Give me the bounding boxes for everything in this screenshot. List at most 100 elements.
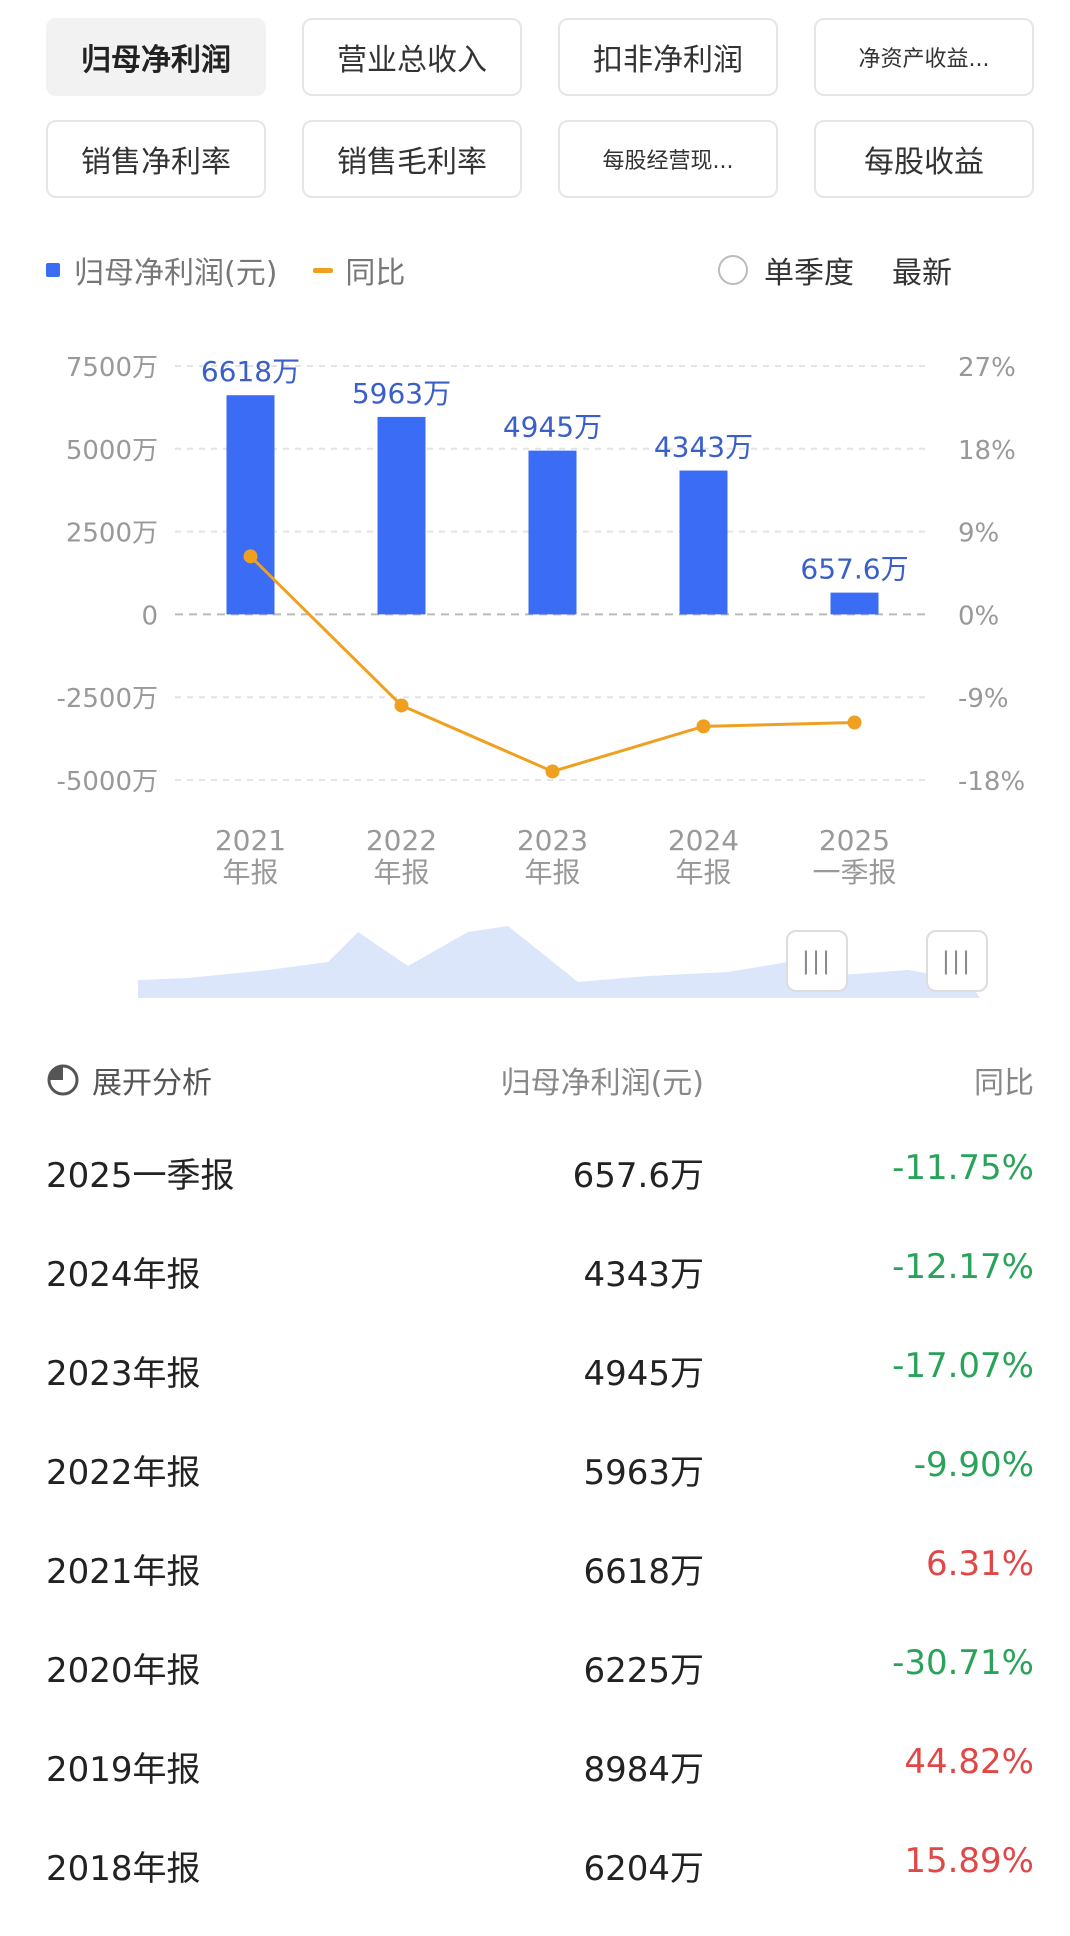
yoy-cell: 44.82% bbox=[904, 1742, 1034, 1782]
range-end-grip-icon: ||| bbox=[941, 947, 973, 975]
pie-chart-icon bbox=[47, 1064, 79, 1096]
right-axis-tick-label: 9% bbox=[958, 519, 999, 549]
yoy-cell: -12.17% bbox=[892, 1247, 1034, 1287]
right-axis-tick-label: -18% bbox=[958, 767, 1025, 797]
period-cell: 2020年报 bbox=[46, 1651, 201, 1691]
range-start-handle[interactable]: ||| bbox=[786, 930, 848, 992]
left-axis-tick-label: 5000万 bbox=[66, 436, 158, 466]
bar bbox=[830, 592, 879, 615]
tab-eps[interactable]: 每股收益 bbox=[814, 120, 1034, 198]
value-cell: 6204万 bbox=[583, 1849, 704, 1889]
period-cell: 2024年报 bbox=[46, 1255, 201, 1295]
value-cell: 657.6万 bbox=[572, 1156, 704, 1196]
yoy-line-series bbox=[243, 549, 862, 779]
tab-gross-margin[interactable]: 销售毛利率 bbox=[302, 120, 522, 198]
yoy-point bbox=[847, 715, 862, 730]
left-axis-tick-label: -2500万 bbox=[56, 684, 158, 714]
bar-value-label: 5963万 bbox=[352, 377, 451, 410]
expand-analysis-label: 展开分析 bbox=[92, 1066, 212, 1101]
value-cell: 4343万 bbox=[583, 1255, 704, 1295]
value-cell: 5963万 bbox=[583, 1453, 704, 1493]
tab-parent-net-profit[interactable]: 归母净利润 bbox=[46, 18, 266, 96]
table-row[interactable]: 2020年报 6225万 -30.71% bbox=[46, 1629, 1034, 1727]
left-axis-tick-label: 0 bbox=[141, 601, 158, 631]
period-cell: 2021年报 bbox=[46, 1552, 201, 1592]
value-cell: 8984万 bbox=[583, 1750, 704, 1790]
x-axis-tick-label: 一季报 bbox=[812, 856, 896, 889]
bar-legend-swatch bbox=[46, 263, 60, 277]
yoy-cell: -11.75% bbox=[892, 1148, 1034, 1188]
tab-net-margin[interactable]: 销售净利率 bbox=[46, 120, 266, 198]
table-row[interactable]: 2019年报 8984万 44.82% bbox=[46, 1728, 1034, 1826]
range-start-grip-icon: ||| bbox=[801, 947, 833, 975]
bar-value-label: 6618万 bbox=[201, 355, 300, 388]
x-axis-tick-label: 年报 bbox=[373, 856, 429, 889]
yoy-cell: 6.31% bbox=[925, 1544, 1034, 1584]
bar bbox=[377, 416, 426, 615]
value-column-header: 归母净利润(元) bbox=[500, 1066, 704, 1101]
value-cell: 6225万 bbox=[583, 1651, 704, 1691]
range-end-handle[interactable]: ||| bbox=[926, 930, 988, 992]
period-cell: 2022年报 bbox=[46, 1453, 201, 1493]
expand-analysis-button[interactable]: 展开分析 bbox=[46, 1058, 212, 1102]
x-axis-tick-label: 年报 bbox=[222, 856, 278, 889]
yoy-point bbox=[243, 549, 258, 564]
right-axis-tick-label: 18% bbox=[958, 436, 1016, 466]
chart-legend: 归母净利润(元) 同比 bbox=[46, 248, 405, 292]
single-quarter-label[interactable]: 单季度 bbox=[764, 256, 854, 291]
yoy-point bbox=[545, 764, 560, 779]
tab-operating-cash-flow-per-share[interactable]: 每股经营现... bbox=[558, 120, 778, 198]
line-legend-swatch bbox=[313, 267, 334, 273]
bar-series bbox=[226, 395, 879, 615]
range-slider[interactable]: ||| ||| bbox=[128, 926, 990, 998]
table-row[interactable]: 2025一季报 657.6万 -11.75% bbox=[46, 1134, 1034, 1232]
yoy-point bbox=[696, 719, 711, 734]
yoy-column-header: 同比 bbox=[974, 1066, 1034, 1101]
period-cell: 2023年报 bbox=[46, 1354, 201, 1394]
yoy-point bbox=[394, 698, 409, 713]
axis-labels: 7500万 27% 5000万 18% 2500万 9% 0 0% -2500万 -9% -5000… bbox=[56, 353, 1025, 889]
x-axis-tick-label: 2022 bbox=[366, 824, 437, 857]
profit-chart: 6618万 5963万 4945万 4343万 657.6万 7500万 27% 5000万… bbox=[56, 353, 1025, 889]
latest-button[interactable]: 最新 bbox=[892, 256, 952, 291]
data-labels: 6618万 5963万 4945万 4343万 657.6万 bbox=[201, 355, 909, 585]
x-axis-tick-label: 年报 bbox=[675, 856, 731, 889]
tab-roe[interactable]: 净资产收益... bbox=[814, 18, 1034, 96]
yoy-cell: 15.89% bbox=[904, 1841, 1034, 1881]
right-axis-tick-label: 27% bbox=[958, 353, 1016, 383]
period-cell: 2019年报 bbox=[46, 1750, 201, 1790]
yoy-cell: -9.90% bbox=[913, 1445, 1034, 1485]
x-axis-tick-label: 2021 bbox=[215, 824, 286, 857]
x-axis-tick-label: 2023 bbox=[517, 824, 588, 857]
right-axis-tick-label: -9% bbox=[958, 684, 1009, 714]
left-axis-tick-label: 7500万 bbox=[66, 353, 158, 383]
table-row[interactable]: 2023年报 4945万 -17.07% bbox=[46, 1332, 1034, 1430]
table-row[interactable]: 2024年报 4343万 -12.17% bbox=[46, 1233, 1034, 1331]
table-header: 展开分析 归母净利润(元) 同比 bbox=[46, 1050, 1034, 1106]
period-toggle: 单季度 最新 bbox=[718, 248, 952, 292]
x-axis-tick-label: 2025 bbox=[819, 824, 890, 857]
period-cell: 2025一季报 bbox=[46, 1156, 235, 1196]
yoy-cell: -17.07% bbox=[892, 1346, 1034, 1386]
bar bbox=[528, 450, 577, 615]
x-axis-tick-label: 年报 bbox=[524, 856, 580, 889]
tab-total-revenue[interactable]: 营业总收入 bbox=[302, 18, 522, 96]
table-row[interactable]: 2018年报 6204万 15.89% bbox=[46, 1827, 1034, 1925]
line-legend-label: 同比 bbox=[345, 256, 406, 291]
bar bbox=[226, 395, 275, 615]
bar-value-label: 4343万 bbox=[654, 431, 753, 464]
period-cell: 2018年报 bbox=[46, 1849, 201, 1889]
bar-value-label: 657.6万 bbox=[800, 553, 908, 586]
bar-value-label: 4945万 bbox=[503, 411, 602, 444]
left-axis-tick-label: -5000万 bbox=[56, 767, 158, 797]
value-cell: 6618万 bbox=[583, 1552, 704, 1592]
tab-deducted-net-profit[interactable]: 扣非净利润 bbox=[558, 18, 778, 96]
table-row[interactable]: 2022年报 5963万 -9.90% bbox=[46, 1431, 1034, 1529]
single-quarter-radio[interactable] bbox=[718, 255, 748, 285]
range-slider-preview bbox=[138, 926, 980, 998]
table-row[interactable]: 2021年报 6618万 6.31% bbox=[46, 1530, 1034, 1628]
value-cell: 4945万 bbox=[583, 1354, 704, 1394]
x-axis-tick-label: 2024 bbox=[668, 824, 739, 857]
bar bbox=[679, 470, 728, 615]
yoy-cell: -30.71% bbox=[892, 1643, 1034, 1683]
